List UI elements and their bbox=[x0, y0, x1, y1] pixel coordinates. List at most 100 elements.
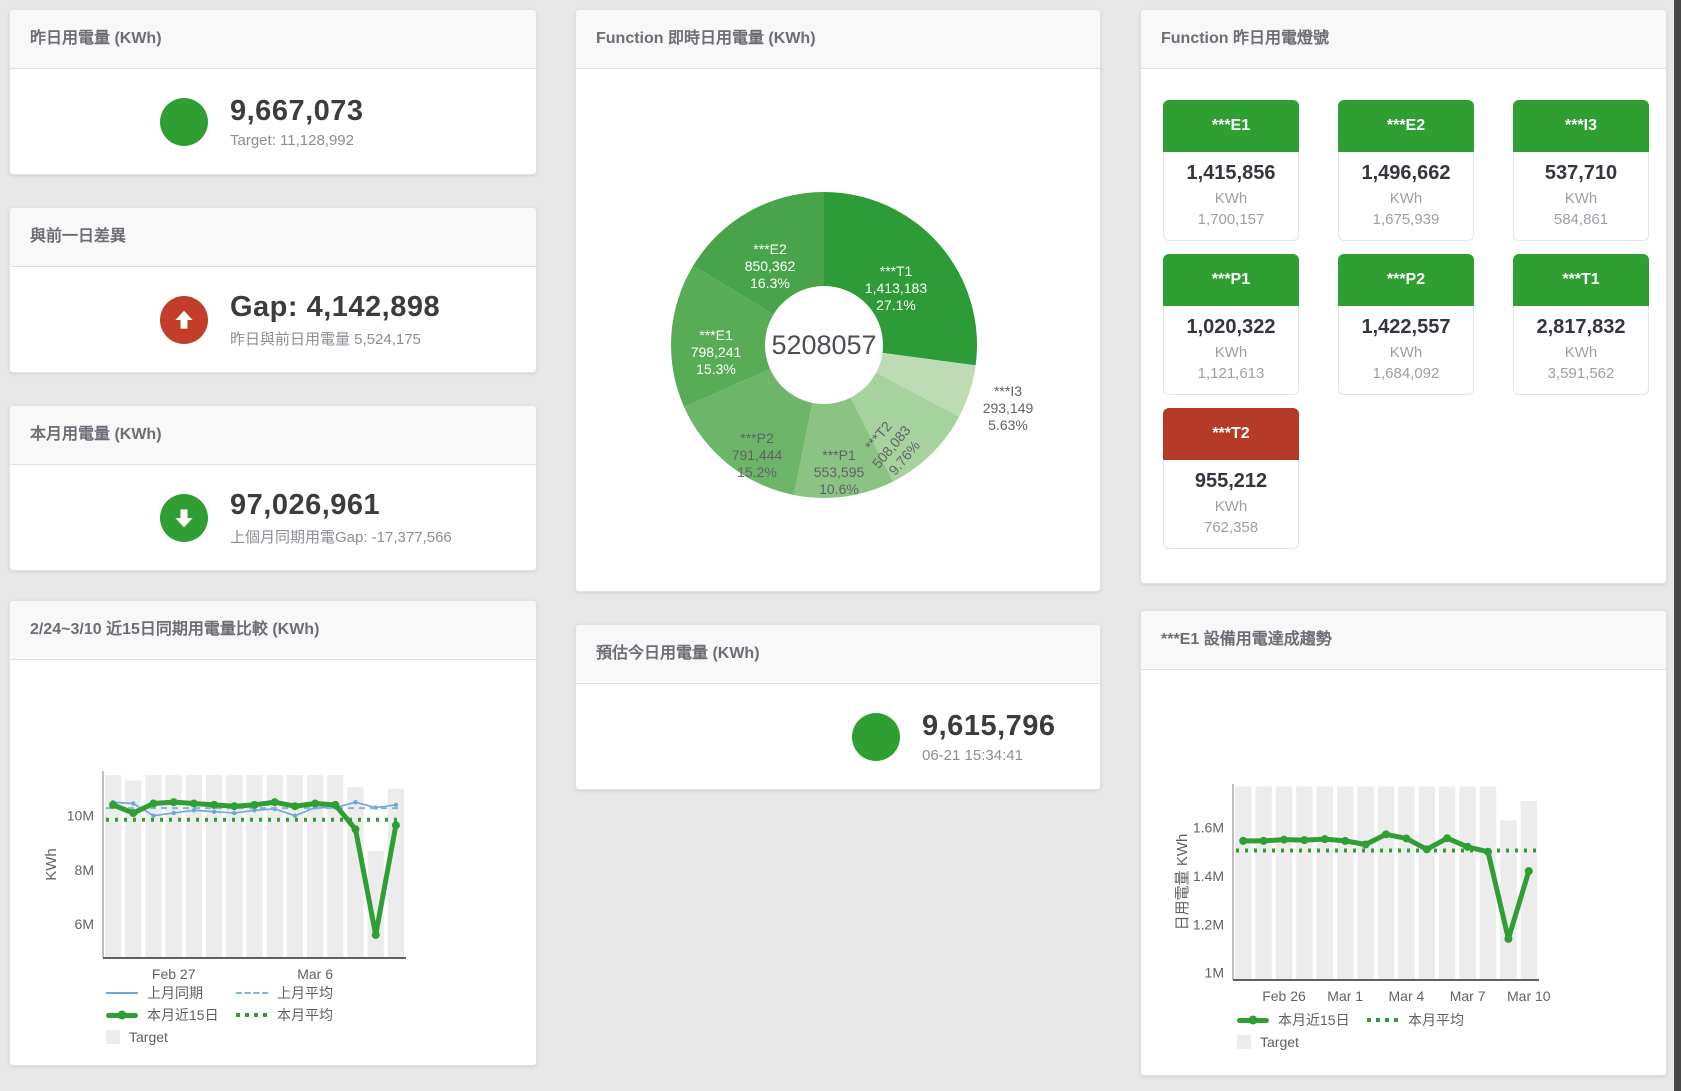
svg-text:1.2M: 1.2M bbox=[1193, 916, 1224, 932]
tile-unit: KWh bbox=[1564, 190, 1598, 207]
svg-text:***E1: ***E1 bbox=[699, 327, 733, 343]
tile-target: 1,121,613 bbox=[1197, 365, 1265, 382]
legend-item-本月平均[interactable]: 本月平均 bbox=[236, 1005, 366, 1025]
svg-text:27.1%: 27.1% bbox=[876, 297, 916, 313]
legend-item-Target[interactable]: Target bbox=[106, 1029, 236, 1045]
light-tile-6: ***T1 2,817,832 KWh 3,591,562 bbox=[1513, 254, 1649, 395]
legend-item-上月平均[interactable]: 上月平均 bbox=[236, 983, 366, 1003]
card-title: 與前一日差異 bbox=[10, 208, 536, 267]
tile-body: 2,817,832 KWh 3,591,562 bbox=[1513, 306, 1649, 395]
compare-chart-svg: 6M 8M 10M KWh Feb 27 Mar 6 bbox=[43, 771, 406, 982]
donut-chart: 5208057 ***T1 1,413,183 27.1% ***I3 293,149 5.… bbox=[576, 69, 1100, 597]
tiles-grid: ***E1 1,415,856 KWh 1,700,157 ***E2 1,496,662… bbox=[1163, 100, 1649, 549]
svg-text:Mar 4: Mar 4 bbox=[1389, 988, 1425, 1004]
tile-body: 1,415,856 KWh 1,700,157 bbox=[1163, 152, 1299, 241]
svg-text:791,444: 791,444 bbox=[732, 447, 783, 463]
estimate-value: 9,615,796 bbox=[922, 710, 1056, 742]
legend-item-本月近15日[interactable]: 本月近15日 bbox=[106, 1005, 236, 1025]
svg-text:15.2%: 15.2% bbox=[737, 464, 777, 480]
svg-text:KWh: KWh bbox=[43, 848, 60, 881]
light-tile-4: ***P1 1,020,322 KWh 1,121,613 bbox=[1163, 254, 1299, 395]
svg-text:16.3%: 16.3% bbox=[750, 275, 790, 291]
tile-target: 3,591,562 bbox=[1547, 365, 1615, 382]
svg-text:Feb 27: Feb 27 bbox=[152, 966, 196, 982]
tile-target: 762,358 bbox=[1203, 519, 1259, 536]
svg-text:10.6%: 10.6% bbox=[819, 481, 859, 497]
tile-value: 1,415,856 bbox=[1186, 162, 1276, 184]
svg-text:8M: 8M bbox=[75, 862, 94, 878]
tile-value: 1,422,557 bbox=[1361, 316, 1451, 338]
legend-label: 本月近15日 bbox=[147, 1007, 219, 1023]
tile-body: 1,422,557 KWh 1,684,092 bbox=[1338, 306, 1474, 395]
legend-label: 本月平均 bbox=[277, 1007, 333, 1023]
tile-target: 1,700,157 bbox=[1197, 211, 1265, 228]
compare-chart: 6M 8M 10M KWh Feb 27 Mar 6 bbox=[10, 660, 538, 1071]
svg-text:***T1: ***T1 bbox=[880, 263, 913, 279]
tile-value: 1,020,322 bbox=[1186, 316, 1276, 338]
svg-text:1M: 1M bbox=[1205, 965, 1224, 981]
svg-text:850,362: 850,362 bbox=[745, 258, 796, 274]
tile-value: 2,817,832 bbox=[1536, 316, 1626, 338]
legend-label: Target bbox=[1260, 1034, 1299, 1050]
svg-text:1.4M: 1.4M bbox=[1193, 868, 1224, 884]
svg-text:1.6M: 1.6M bbox=[1193, 820, 1224, 836]
card-estimate-today: 預估今日用電量 (KWh) 9,615,796 06-21 15:34:41 bbox=[575, 624, 1101, 790]
tile-body: 537,710 KWh 584,861 bbox=[1513, 152, 1649, 241]
svg-text:Feb 26: Feb 26 bbox=[1262, 988, 1306, 1004]
tile-name: ***E1 bbox=[1163, 100, 1299, 152]
card-title: 昨日用電量 (KWh) bbox=[10, 10, 536, 69]
card-title: 預估今日用電量 (KWh) bbox=[576, 625, 1100, 684]
svg-text:5.63%: 5.63% bbox=[988, 417, 1028, 433]
card-title: 本月用電量 (KWh) bbox=[10, 406, 536, 465]
legend-item-本月平均[interactable]: 本月平均 bbox=[1367, 1010, 1497, 1030]
svg-text:***I3: ***I3 bbox=[994, 383, 1022, 399]
card-title: ***E1 設備用電達成趨勢 bbox=[1141, 611, 1666, 670]
compare-legend: 上月同期 上月平均本月近15日 本月平均 Target bbox=[106, 982, 366, 1048]
tile-body: 1,496,662 KWh 1,675,939 bbox=[1338, 152, 1474, 241]
gap-value: Gap: 4,142,898 bbox=[230, 291, 441, 323]
scrollbar[interactable] bbox=[1674, 0, 1681, 1091]
tile-body: 1,020,322 KWh 1,121,613 bbox=[1163, 306, 1299, 395]
up-arrow-icon bbox=[160, 296, 208, 344]
legend-item-本月近15日[interactable]: 本月近15日 bbox=[1237, 1010, 1367, 1030]
legend-label: 本月平均 bbox=[1408, 1012, 1464, 1028]
svg-text:***P1: ***P1 bbox=[822, 447, 856, 463]
svg-text:Mar 10: Mar 10 bbox=[1507, 988, 1551, 1004]
legend-label: Target bbox=[129, 1029, 168, 1045]
tile-unit: KWh bbox=[1214, 498, 1248, 515]
month-value: 97,026,961 bbox=[230, 489, 381, 521]
legend-item-上月同期[interactable]: 上月同期 bbox=[106, 983, 236, 1003]
light-tile-2: ***E2 1,496,662 KWh 1,675,939 bbox=[1338, 100, 1474, 241]
tile-name: ***T2 bbox=[1163, 408, 1299, 460]
svg-text:5208057: 5208057 bbox=[771, 330, 876, 360]
tile-unit: KWh bbox=[1564, 344, 1598, 361]
tile-name: ***P1 bbox=[1163, 254, 1299, 306]
tile-unit: KWh bbox=[1389, 344, 1423, 361]
card-yesterday-usage: 昨日用電量 (KWh) 9,667,073 Target: 11,128,992 bbox=[9, 9, 537, 175]
svg-text:Mar 6: Mar 6 bbox=[297, 966, 333, 982]
status-circle-green bbox=[852, 713, 900, 761]
tile-target: 1,684,092 bbox=[1372, 365, 1440, 382]
card-title: Function 昨日用電燈號 bbox=[1141, 10, 1666, 69]
light-tile-1: ***E1 1,415,856 KWh 1,700,157 bbox=[1163, 100, 1299, 241]
tile-name: ***E2 bbox=[1338, 100, 1474, 152]
card-compare-chart: 2/24~3/10 近15日同期用電量比較 (KWh) 6M 8M 10M KWh Fe… bbox=[9, 600, 537, 1066]
svg-text:10M: 10M bbox=[67, 808, 94, 824]
card-status-lights: Function 昨日用電燈號 ***E1 1,415,856 KWh 1,700,1… bbox=[1140, 9, 1667, 584]
svg-text:Mar 7: Mar 7 bbox=[1450, 988, 1486, 1004]
estimate-timestamp: 06-21 15:34:41 bbox=[922, 747, 1023, 764]
card-e1-trend-chart: ***E1 設備用電達成趨勢 1M 1.2M 1.4M 1.6M 日用電量 KWh Feb… bbox=[1140, 610, 1667, 1076]
svg-text:***E2: ***E2 bbox=[753, 241, 787, 257]
month-gap: 上個月同期用電Gap: -17,377,566 bbox=[230, 529, 452, 546]
gap-subtitle: 昨日與前日用電量 5,524,175 bbox=[230, 331, 421, 348]
svg-text:553,595: 553,595 bbox=[814, 464, 865, 480]
card-month-usage: 本月用電量 (KWh) 97,026,961 上個月同期用電Gap: -17,3… bbox=[9, 405, 537, 571]
card-realtime-donut: Function 即時日用電量 (KWh) 5208057 ***T1 1,413,… bbox=[575, 9, 1101, 592]
status-circle-green bbox=[160, 98, 208, 146]
legend-item-Target[interactable]: Target bbox=[1237, 1034, 1367, 1050]
tile-target: 1,675,939 bbox=[1372, 211, 1440, 228]
tile-unit: KWh bbox=[1214, 344, 1248, 361]
legend-label: 上月同期 bbox=[147, 985, 203, 1001]
